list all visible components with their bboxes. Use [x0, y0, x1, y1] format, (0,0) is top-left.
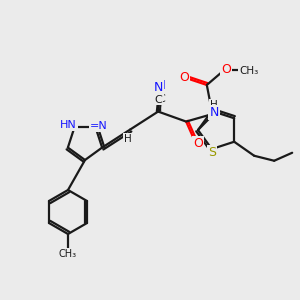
- Text: =N: =N: [90, 122, 107, 131]
- Text: C: C: [157, 94, 165, 103]
- Text: C: C: [154, 94, 162, 105]
- Text: N: N: [209, 106, 219, 119]
- Text: N: N: [153, 81, 163, 94]
- Text: S: S: [208, 146, 216, 158]
- Text: HN: HN: [60, 120, 77, 130]
- Text: O: O: [221, 64, 231, 76]
- Text: CH₃: CH₃: [239, 66, 258, 76]
- Text: CH₃: CH₃: [59, 249, 77, 259]
- Text: N: N: [157, 79, 166, 92]
- Text: H: H: [124, 134, 132, 144]
- Text: O: O: [179, 71, 189, 85]
- Text: H: H: [210, 100, 218, 110]
- Text: O: O: [193, 137, 203, 150]
